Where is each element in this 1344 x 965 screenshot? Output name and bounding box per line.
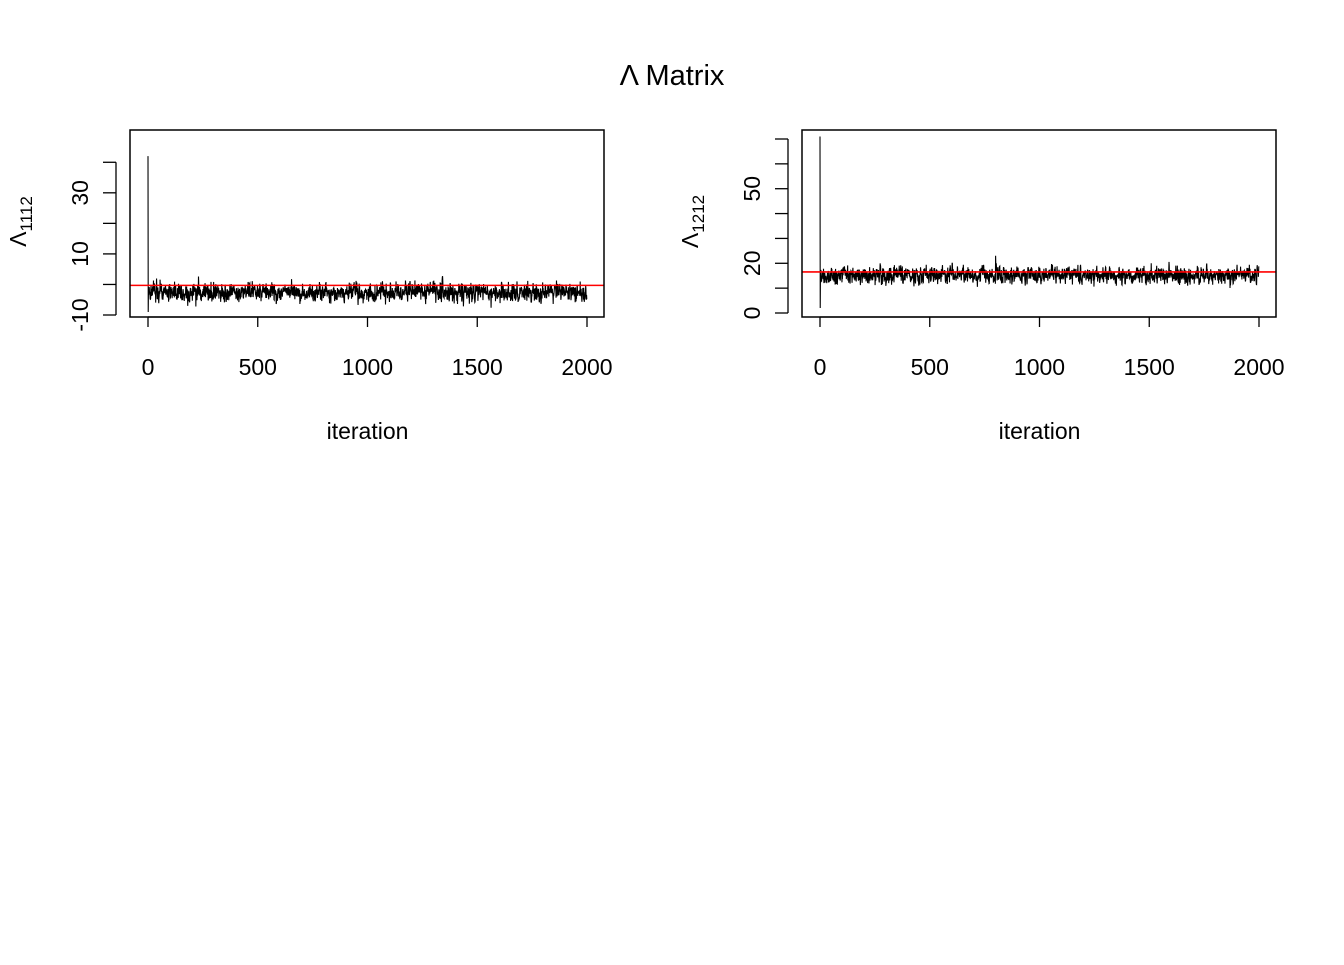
x-axis-label: iteration — [327, 418, 409, 444]
y-axis-label: Λ1212 — [677, 195, 708, 248]
x-tick-label: 1000 — [1014, 354, 1065, 380]
figure-title: Λ Matrix — [619, 60, 725, 92]
y-tick-label: -10 — [67, 298, 93, 331]
trace-line — [819, 136, 1260, 309]
y-tick-label: 0 — [739, 307, 765, 320]
x-tick-label: 0 — [142, 354, 155, 380]
x-axis-label: iteration — [999, 418, 1081, 444]
x-tick-label: 2000 — [561, 354, 612, 380]
trace-panel-2: 0 500 1000 1500 2000 iteration 0 20 50 Λ1212 — [677, 129, 1285, 444]
x-tick-label: 1500 — [1124, 354, 1175, 380]
y-tick-label: 50 — [739, 176, 765, 202]
y-axis-label-symbol: Λ — [5, 231, 31, 247]
plot-frame — [801, 129, 1277, 318]
x-tick-label: 500 — [911, 354, 949, 380]
y-tick-label: 20 — [739, 250, 765, 276]
x-tick-label: 1500 — [452, 354, 503, 380]
trace-line — [147, 156, 588, 312]
x-tick-label: 0 — [814, 354, 827, 380]
y-axis-label-symbol: Λ — [677, 232, 703, 248]
y-axis-label: Λ1112 — [5, 196, 36, 247]
x-tick-label: 500 — [239, 354, 277, 380]
trace-panel-1: 0 500 1000 1500 2000 iteration -10 10 30 Λ1112 — [5, 129, 613, 444]
y-tick-label: 10 — [67, 241, 93, 267]
y-axis-label-subscript: 1212 — [689, 195, 708, 233]
y-tick-label: 30 — [67, 180, 93, 206]
x-tick-label: 2000 — [1233, 354, 1284, 380]
x-tick-label: 1000 — [342, 354, 393, 380]
y-axis-label-subscript: 1112 — [17, 196, 36, 231]
